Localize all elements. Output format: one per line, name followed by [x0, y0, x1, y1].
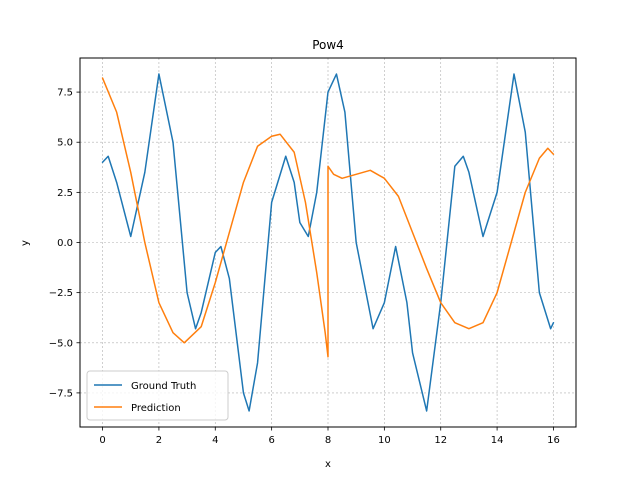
- series-layer: [101, 73, 555, 412]
- y-tick-label: 2.5: [57, 188, 73, 199]
- y-axis: −7.5 −5.0 −2.5 0.0 2.5 5.0 7.5: [49, 88, 80, 399]
- x-tick-label: 0: [99, 435, 105, 446]
- series-line-prediction: [101, 77, 555, 358]
- x-tick-label: 16: [547, 435, 560, 446]
- legend-label-ground-truth: Ground Truth: [131, 381, 196, 392]
- legend-box: [86, 370, 229, 421]
- legend: Ground Truth Prediction: [86, 370, 229, 421]
- chart-title: Pow4: [312, 38, 344, 52]
- y-tick-label: 7.5: [57, 88, 73, 99]
- y-axis-label: y: [20, 240, 31, 246]
- x-axis-label: x: [325, 459, 331, 470]
- x-tick-label: 4: [212, 435, 218, 446]
- x-tick-label: 2: [156, 435, 162, 446]
- x-tick-label: 12: [434, 435, 447, 446]
- y-tick-label: −7.5: [49, 388, 73, 399]
- x-tick-label: 10: [378, 435, 391, 446]
- y-tick-label: −2.5: [49, 288, 73, 299]
- x-tick-label: 6: [268, 435, 274, 446]
- x-tick-label: 14: [491, 435, 504, 446]
- y-tick-label: −5.0: [49, 338, 73, 349]
- series-line-ground-truth: [101, 73, 555, 412]
- legend-label-prediction: Prediction: [131, 403, 181, 414]
- x-tick-label: 8: [325, 435, 331, 446]
- y-tick-label: 5.0: [57, 138, 73, 149]
- y-tick-label: 0.0: [57, 238, 73, 249]
- x-axis: 0 2 4 6 8 10 12 14 16: [99, 427, 560, 446]
